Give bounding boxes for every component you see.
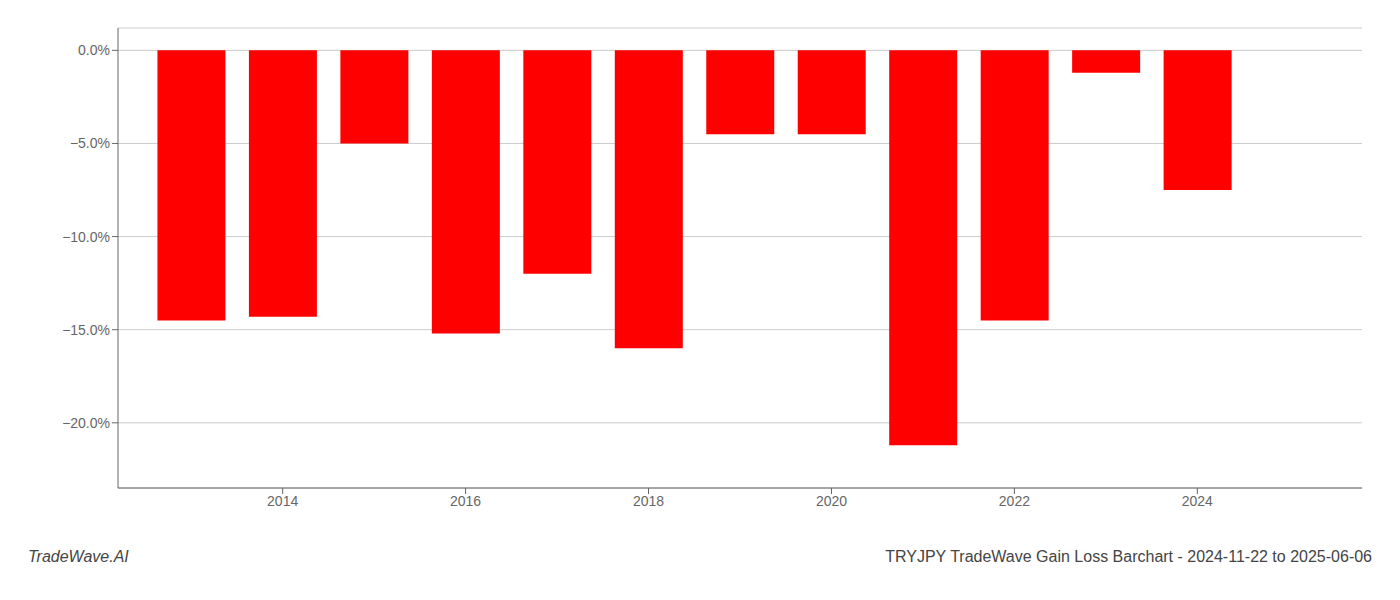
svg-text:2016: 2016: [450, 493, 481, 509]
html-text:TradeWave.AI: TradeWave.AI: [28, 548, 129, 565]
svg-text:−10.0%: −10.0%: [62, 229, 110, 245]
svg-text:−5.0%: −5.0%: [70, 135, 110, 151]
svg-text:2024: 2024: [1182, 493, 1213, 509]
svg-text:−15.0%: −15.0%: [62, 322, 110, 338]
svg-text:2014: 2014: [267, 493, 298, 509]
svg-text:0.0%: 0.0%: [78, 42, 110, 58]
svg-text:2018: 2018: [633, 493, 664, 509]
svg-text:2020: 2020: [816, 493, 847, 509]
html-text:TRYJPY TradeWave Gain Loss Bar: TRYJPY TradeWave Gain Loss Barchart - 20…: [885, 548, 1372, 565]
svg-text:2022: 2022: [999, 493, 1030, 509]
svg-text:−20.0%: −20.0%: [62, 415, 110, 431]
